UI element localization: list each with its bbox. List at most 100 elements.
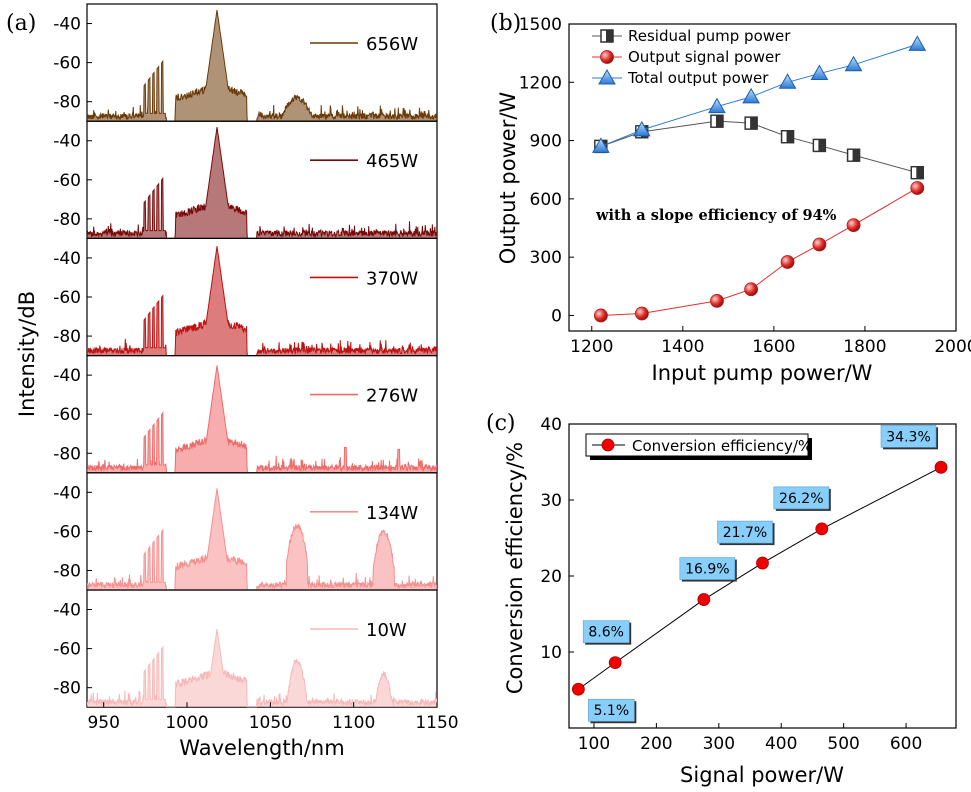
data-point-b-1-6 <box>846 218 861 233</box>
y-axis-label-a: Intensity/dB <box>15 291 39 417</box>
data-label-c-3: 21.7% <box>723 525 767 541</box>
y-tick-label-b: 600 <box>530 190 562 210</box>
y-tick-label-a: -60 <box>53 522 81 542</box>
data-point-b-2-5 <box>810 64 829 81</box>
data-point-b-0-7-fill <box>916 166 924 179</box>
data-point-b-0-5-outline <box>812 138 827 153</box>
legend-label-465W: 465W <box>366 151 418 172</box>
x-tick-label-a: 1150 <box>415 713 458 733</box>
y-tick-label-b: 1200 <box>519 73 562 93</box>
y-tick-label-a: -80 <box>53 679 81 699</box>
legend-box-c <box>585 433 809 457</box>
spectrum-line-10W <box>87 629 437 708</box>
plot-frame-c <box>568 423 957 729</box>
data-point-b-0-2-fill <box>715 115 723 128</box>
spectrum-frame-370W <box>86 237 438 357</box>
data-label-box <box>717 520 773 544</box>
legend-label-656W: 656W <box>366 34 418 55</box>
legend-label-c: Conversion efficiency/% <box>632 437 812 455</box>
spectrum-frame-656W <box>86 3 438 122</box>
data-point-b-0-3-fill <box>750 117 758 130</box>
y-tick-label-a: -60 <box>53 171 81 191</box>
x-tick-label-a: 1050 <box>249 713 292 733</box>
data-point-b-1-3 <box>744 282 759 297</box>
x-tick-label-a: 950 <box>87 713 119 733</box>
legend-marker-b-2 <box>598 68 616 85</box>
spectrum-frame-465W <box>86 120 438 239</box>
data-point-c-2 <box>697 593 711 606</box>
data-point-b-1-7 <box>910 181 925 195</box>
data-label-c-4: 26.2% <box>779 491 823 507</box>
y-tick-label-a: -80 <box>53 561 81 581</box>
data-point-b-2-1 <box>632 120 651 137</box>
data-point-b-1-0 <box>593 308 608 323</box>
x-tick-label-c: 600 <box>890 734 922 754</box>
data-point-b-1-2 <box>710 293 724 308</box>
data-point-b-2-7 <box>908 35 927 51</box>
x-axis-label-a: Wavelength/nm <box>179 736 344 760</box>
data-label-c-0: 5.1% <box>594 703 630 719</box>
spectrum-fill-465W <box>87 127 437 239</box>
spectrum-line-370W <box>87 246 437 356</box>
x-tick-label-b: 1400 <box>661 337 704 357</box>
data-point-b-0-6-fill <box>852 149 860 162</box>
data-point-b-0-7-outline <box>910 165 924 180</box>
y-axis-label-c: Conversion efficiency/% <box>503 442 527 694</box>
y-tick-label-a: -80 <box>53 210 81 230</box>
y-tick-label-a: -60 <box>53 640 81 660</box>
spectrum-frame-276W <box>86 355 438 474</box>
x-tick-label-c: 500 <box>827 734 859 754</box>
x-axis-label-b: Input pump power/W <box>652 361 873 385</box>
x-tick-label-a: 1000 <box>165 713 208 733</box>
y-tick-label-a: -40 <box>53 483 81 503</box>
y-tick-label-a: -40 <box>53 15 81 35</box>
y-tick-label-a: -60 <box>53 288 81 308</box>
legend-label-b-2: Total output power <box>627 69 769 87</box>
x-axis-label-c: Signal power/W <box>680 763 844 787</box>
data-label-c-1: 8.6% <box>588 625 624 641</box>
data-point-b-0-5-fill <box>818 139 826 152</box>
spectrum-line-465W <box>87 127 437 239</box>
y-tick-label-c: 20 <box>540 567 562 587</box>
x-tick-label-c: 400 <box>765 734 797 754</box>
legend-label-b-1: Output signal power <box>628 48 781 66</box>
spectrum-fill-370W <box>87 246 437 356</box>
y-tick-label-a: -40 <box>53 132 81 152</box>
data-point-b-0-6-outline <box>846 148 861 162</box>
data-point-b-1-4 <box>780 255 795 269</box>
data-label-box <box>679 557 736 580</box>
data-point-c-5 <box>934 460 948 474</box>
legend-marker-b-0-fill <box>606 30 613 42</box>
data-point-b-1-1 <box>634 306 649 321</box>
y-tick-label-a: -80 <box>53 93 81 113</box>
spectrum-line-656W <box>87 9 437 122</box>
y-tick-label-b: 0 <box>551 306 562 326</box>
data-point-c-3 <box>756 556 769 570</box>
spectrum-fill-656W <box>87 9 437 122</box>
data-label-c-5: 34.3% <box>886 429 930 445</box>
data-point-b-2-0 <box>592 137 610 153</box>
y-tick-label-c: 10 <box>540 643 562 663</box>
x-tick-label-c: 200 <box>640 734 672 754</box>
data-label-box <box>773 486 830 510</box>
data-point-b-0-4-outline <box>780 130 795 144</box>
data-label-box <box>880 425 937 448</box>
x-tick-label-c: 300 <box>703 734 735 754</box>
data-point-c-4 <box>815 522 829 536</box>
legend-marker-b-0-outline <box>600 29 614 43</box>
spectrum-line-134W <box>87 488 437 590</box>
y-tick-label-a: -60 <box>53 405 81 425</box>
legend-label-10W: 10W <box>366 620 407 641</box>
data-point-b-0-3-outline <box>744 116 758 130</box>
spectrum-line-276W <box>87 365 437 473</box>
x-tick-label-a: 1100 <box>332 713 375 733</box>
y-tick-label-c: 30 <box>540 491 562 511</box>
legend-label-276W: 276W <box>366 386 418 407</box>
legend-marker-b-1 <box>600 50 614 64</box>
data-point-c-1 <box>608 656 622 670</box>
data-point-b-1-5 <box>812 237 827 252</box>
legend-label-134W: 134W <box>366 503 418 524</box>
data-label-box <box>582 620 630 643</box>
